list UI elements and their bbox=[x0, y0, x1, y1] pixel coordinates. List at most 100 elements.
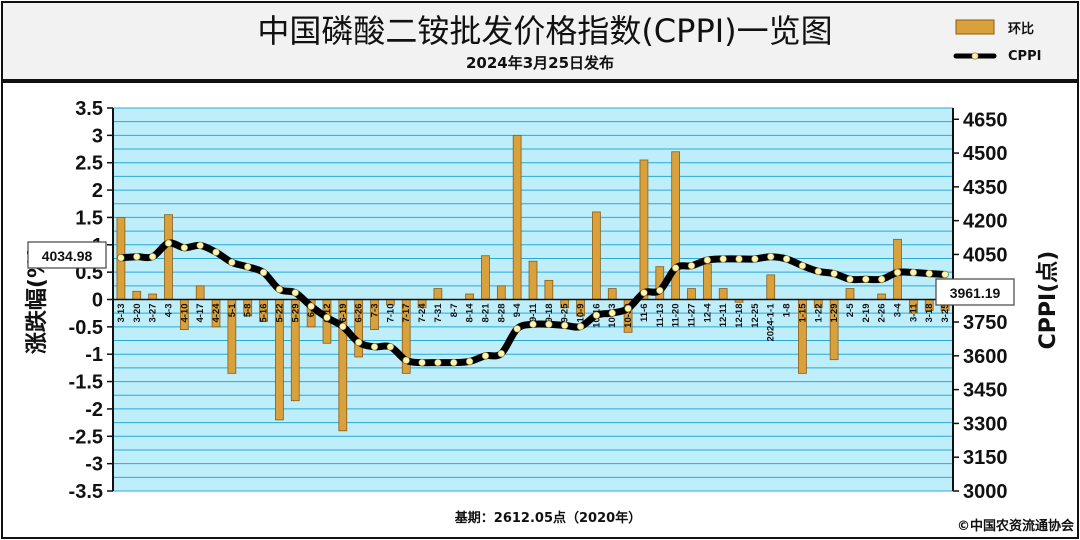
legend-bar-label: 环比 bbox=[1008, 21, 1034, 37]
cppi-point-2-26 bbox=[877, 275, 886, 283]
x-tick-7-17: 7-17 bbox=[401, 304, 412, 323]
cppi-point-9-25 bbox=[560, 321, 569, 330]
x-tick-5-16: 5-16 bbox=[259, 304, 270, 323]
left-tick-label: -1.5 bbox=[69, 372, 103, 394]
x-tick-6-19: 6-19 bbox=[338, 304, 349, 323]
cppi-point-3-11 bbox=[909, 268, 918, 277]
x-tick-labels: 3-13 3-20 3-27 4-3 4-10 4-17 4-24 5-1 5-8 5-16 5-2… bbox=[116, 303, 951, 342]
x-tick-9-11: 9-11 bbox=[528, 303, 539, 322]
cppi-point-5-1 bbox=[228, 258, 236, 267]
cppi-point-12-11 bbox=[719, 255, 727, 263]
left-tick-label: -3.5 bbox=[69, 481, 103, 503]
bar-8-28 bbox=[496, 285, 506, 300]
cppi-point-11-13 bbox=[656, 286, 664, 295]
bar-9-4 bbox=[512, 134, 522, 300]
right-tick-label: 4500 bbox=[963, 143, 1008, 165]
cppi-point-2-5 bbox=[846, 275, 854, 283]
x-tick-2-19: 2-19 bbox=[861, 304, 872, 323]
bar-9-11 bbox=[528, 260, 538, 300]
left-tick-label: 0 bbox=[92, 290, 103, 312]
bar-4-17 bbox=[195, 285, 205, 300]
cppi-point-2024-1-1 bbox=[767, 252, 775, 261]
x-tick-3-18: 3-18 bbox=[924, 304, 935, 323]
header-panel bbox=[1, 1, 1079, 81]
line-series bbox=[117, 239, 949, 367]
first-value-callout-box bbox=[27, 241, 107, 269]
x-tick-4-17: 4-17 bbox=[195, 304, 206, 323]
x-tick-5-29: 5-29 bbox=[290, 304, 301, 323]
cppi-point-6-19 bbox=[339, 322, 347, 331]
cppi-point-12-25 bbox=[751, 255, 759, 263]
x-tick-8-7: 8-7 bbox=[449, 304, 460, 318]
cppi-point-10-30 bbox=[624, 304, 632, 313]
right-tick-label: 3300 bbox=[963, 413, 1008, 435]
x-tick-11-13: 11-13 bbox=[655, 304, 666, 328]
x-tick-6-26: 6-26 bbox=[354, 304, 365, 323]
cppi-point-6-5 bbox=[307, 302, 315, 310]
x-tick-7-3: 7-3 bbox=[370, 304, 381, 318]
bar-3-20 bbox=[132, 290, 142, 300]
left-tick-label: 1.5 bbox=[75, 207, 103, 229]
cppi-point-5-8 bbox=[244, 263, 252, 271]
cppi-point-5-16 bbox=[259, 268, 268, 277]
x-tick-12-18: 12-18 bbox=[734, 304, 745, 328]
x-tick-11-20: 11-20 bbox=[671, 304, 682, 328]
cppi-point-1-8 bbox=[782, 255, 791, 263]
cppi-point-11-27 bbox=[687, 262, 696, 270]
x-tick-9-18: 9-18 bbox=[544, 304, 555, 323]
cppi-point-10-16 bbox=[592, 311, 601, 319]
left-tick-label: 3 bbox=[92, 125, 103, 147]
left-tick-label: -2.5 bbox=[69, 426, 103, 448]
legend-line-label: CPPI bbox=[1008, 49, 1041, 64]
x-tick-1-22: 1-22 bbox=[813, 304, 824, 323]
cppi-point-7-24 bbox=[418, 358, 426, 367]
bar-11-6 bbox=[639, 159, 649, 300]
cppi-point-4-10 bbox=[180, 243, 189, 252]
first-value-callout: 4034.98 bbox=[42, 248, 93, 264]
x-tick-3-13: 3-13 bbox=[116, 304, 127, 323]
cppi-point-7-31 bbox=[434, 358, 442, 367]
cppi-point-9-4 bbox=[513, 325, 521, 333]
bar-12-11 bbox=[718, 288, 728, 300]
cppi-point-4-24 bbox=[212, 248, 220, 256]
base-period-note: 基期：2612.05点（2020年） bbox=[454, 510, 641, 526]
right-tick-label: 3150 bbox=[963, 447, 1008, 469]
bar-2-5 bbox=[845, 288, 855, 300]
x-tick-1-8: 1-8 bbox=[782, 304, 793, 318]
left-tick-label: -1 bbox=[85, 344, 103, 366]
x-tick-11-27: 11-27 bbox=[686, 304, 697, 328]
x-tick-3-27: 3-27 bbox=[148, 304, 159, 323]
bar-10-16 bbox=[592, 211, 601, 300]
cppi-point-6-26 bbox=[354, 338, 363, 347]
legend-line-marker bbox=[971, 52, 979, 60]
legend-bar-swatch bbox=[955, 19, 995, 35]
left-tick-label: 2 bbox=[92, 180, 103, 202]
x-tick-4-10: 4-10 bbox=[179, 304, 190, 323]
bar-7-31 bbox=[433, 288, 443, 300]
bar-3-27 bbox=[148, 293, 157, 300]
x-tick-9-4: 9-4 bbox=[512, 303, 523, 317]
x-tick-8-21: 8-21 bbox=[480, 303, 491, 323]
cppi-point-4-17 bbox=[196, 241, 204, 250]
x-tick-3-20: 3-20 bbox=[132, 304, 143, 323]
x-tick-1-29: 1-29 bbox=[829, 304, 840, 323]
right-tick-label: 4650 bbox=[963, 109, 1008, 131]
cppi-point-3-4 bbox=[893, 268, 902, 277]
x-tick-7-24: 7-24 bbox=[417, 303, 428, 323]
x-tick-2024-1-1: 2024-1-1 bbox=[766, 303, 777, 342]
x-tick-7-10: 7-10 bbox=[385, 304, 396, 323]
cppi-point-7-17 bbox=[402, 356, 410, 365]
right-axis-title: CPPI(点) bbox=[1035, 251, 1061, 350]
left-tick-label: -2 bbox=[85, 399, 103, 421]
right-tick-label: 4200 bbox=[963, 211, 1008, 233]
cppi-point-5-22 bbox=[275, 285, 284, 294]
x-tick-11-6: 11-6 bbox=[639, 304, 650, 323]
x-tick-8-28: 8-28 bbox=[496, 304, 507, 323]
x-tick-3-11: 3-11 bbox=[908, 303, 919, 322]
x-tick-2-26: 2-26 bbox=[877, 304, 888, 323]
cppi-point-4-3 bbox=[164, 239, 173, 247]
right-tick-label: 3000 bbox=[963, 481, 1008, 503]
bar-4-3 bbox=[164, 214, 173, 300]
right-tick-label: 3450 bbox=[963, 380, 1008, 402]
cppi-point-9-18 bbox=[545, 320, 553, 328]
